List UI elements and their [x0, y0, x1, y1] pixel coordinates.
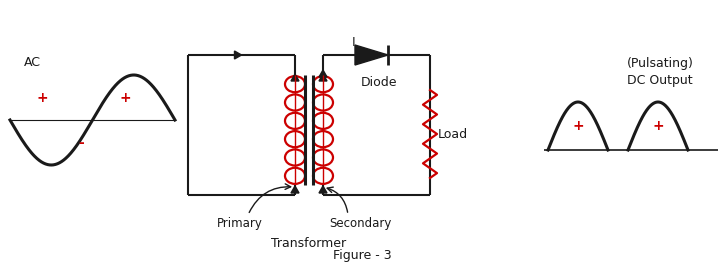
Text: +: +: [572, 119, 584, 133]
Polygon shape: [319, 186, 327, 193]
Polygon shape: [235, 51, 242, 59]
Text: I: I: [352, 36, 355, 50]
Text: Secondary: Secondary: [329, 217, 391, 230]
Text: Figure - 3: Figure - 3: [333, 249, 391, 262]
Text: -: -: [78, 135, 84, 150]
Polygon shape: [319, 70, 327, 77]
Polygon shape: [319, 74, 327, 81]
Polygon shape: [355, 45, 388, 65]
Polygon shape: [291, 74, 299, 81]
Text: AC: AC: [24, 57, 41, 70]
Text: Primary: Primary: [217, 217, 263, 230]
Text: +: +: [37, 91, 49, 104]
Text: +: +: [119, 91, 131, 104]
Text: Transformer: Transformer: [272, 237, 347, 250]
Text: Diode: Diode: [361, 76, 397, 89]
Polygon shape: [291, 186, 299, 193]
Text: +: +: [652, 119, 664, 133]
Text: (Pulsating)
DC Output: (Pulsating) DC Output: [626, 57, 694, 87]
Text: Load: Load: [438, 128, 468, 141]
